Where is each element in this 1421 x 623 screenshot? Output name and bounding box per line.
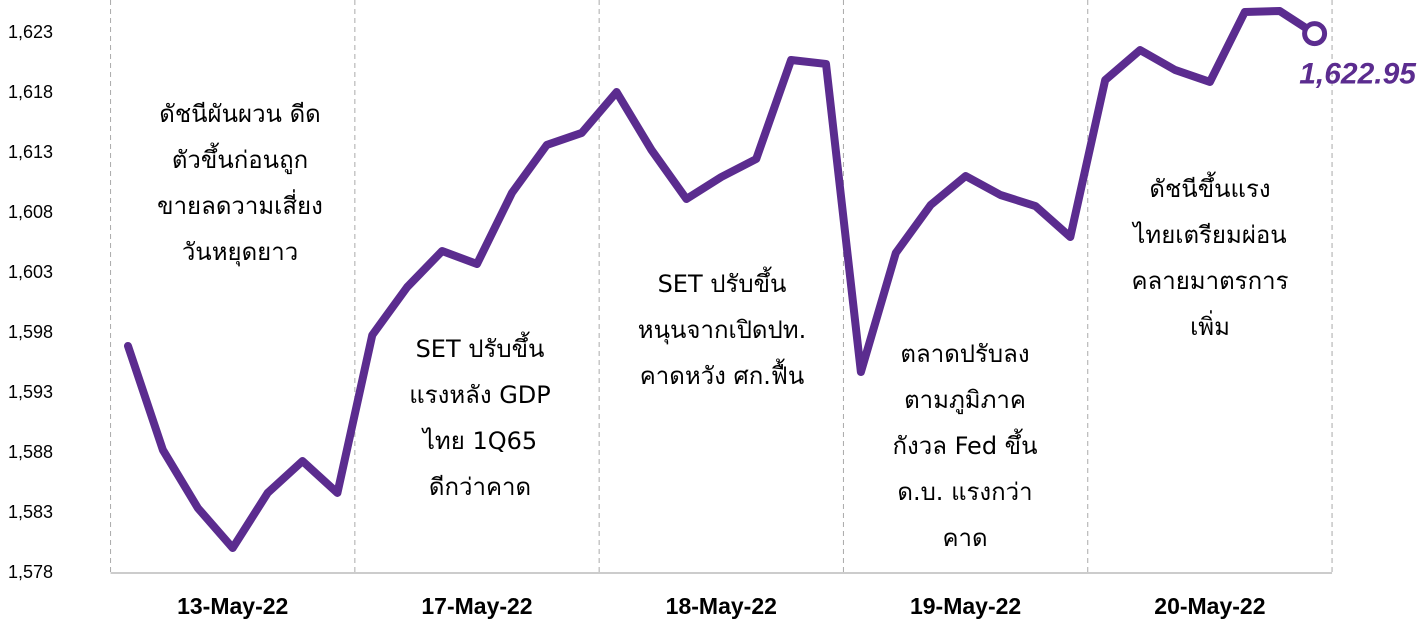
annotation: แรงหลัง GDP xyxy=(409,381,551,409)
x-tick-label: 18-May-22 xyxy=(666,593,777,619)
x-tick-label: 17-May-22 xyxy=(421,593,532,619)
y-tick-label: 1,588 xyxy=(8,442,53,462)
annotation: ขายลดวามเสี่ยง xyxy=(157,189,323,220)
y-tick-label: 1,608 xyxy=(8,202,53,222)
annotation: คลายมาตรการ xyxy=(1132,267,1289,295)
x-tick-label: 13-May-22 xyxy=(177,593,288,619)
annotation: ไทย 1Q65 xyxy=(421,427,537,455)
x-tick-label: 19-May-22 xyxy=(910,593,1021,619)
annotation: ตัวขึ้นก่อนถูก xyxy=(172,142,308,175)
y-tick-label: 1,623 xyxy=(8,22,53,42)
y-tick-label: 1,618 xyxy=(8,82,53,102)
annotation: คาด xyxy=(942,524,987,552)
annotation: SET ปรับขึ้น xyxy=(416,331,545,363)
annotation: ด.บ. แรงกว่า xyxy=(897,478,1032,506)
annotation: SET ปรับขึ้น xyxy=(658,266,787,298)
annotation: วันหยุดยาว xyxy=(182,238,298,267)
annotation: กังวล Fed ขึ้น xyxy=(893,428,1038,460)
y-tick-label: 1,593 xyxy=(8,382,53,402)
annotation: คาดหวัง ศก.ฟื้น xyxy=(640,358,805,390)
annotation: ดัชนีขึ้นแรง xyxy=(1149,171,1270,203)
x-tick-label: 20-May-22 xyxy=(1154,593,1265,619)
annotation: ตามภูมิภาค xyxy=(904,386,1026,415)
series-line xyxy=(124,7,1319,553)
annotation: ดัชนีผันผวน ดีด xyxy=(159,100,321,128)
y-tick-label: 1,598 xyxy=(8,322,53,342)
annotation: เพิ่ม xyxy=(1190,310,1230,341)
annotation: หนุนจากเปิดปท. xyxy=(638,316,806,345)
data-label: 1,622.95 xyxy=(1299,58,1417,91)
y-tick-label: 1,578 xyxy=(8,562,53,582)
annotation: ไทยเตรียมผ่อน xyxy=(1131,221,1286,249)
end-marker xyxy=(1302,21,1328,47)
y-tick-label: 1,613 xyxy=(8,142,53,162)
y-tick-label: 1,583 xyxy=(8,502,53,522)
y-tick-label: 1,603 xyxy=(8,262,53,282)
annotation: ตลาดปรับลง xyxy=(900,340,1029,368)
annotation: ดีกว่าคาด xyxy=(429,473,531,501)
